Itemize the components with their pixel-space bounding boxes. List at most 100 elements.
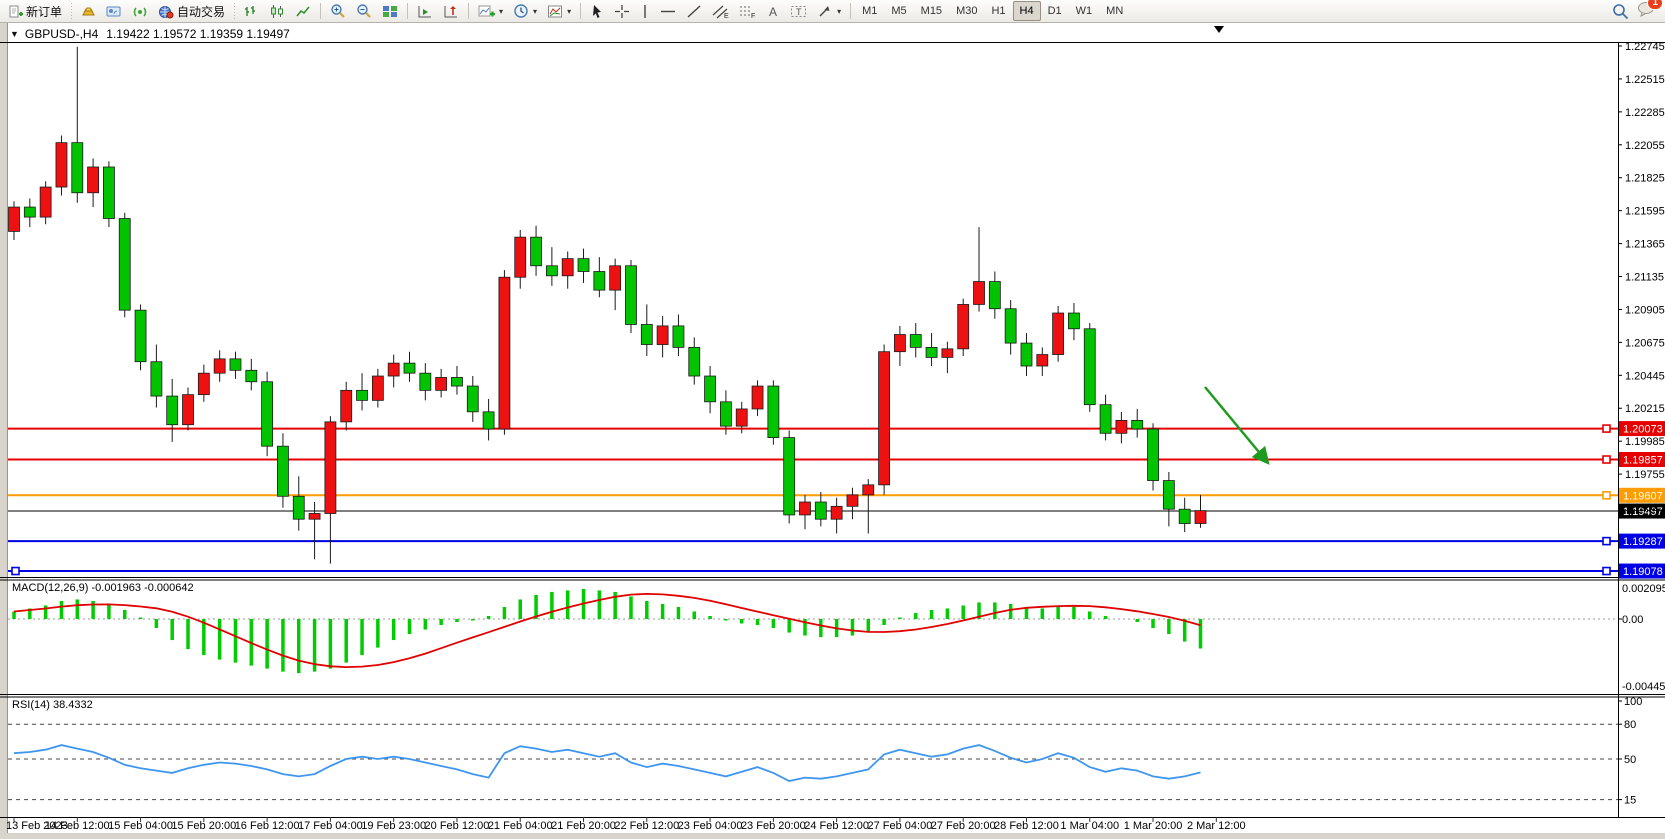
tab-d1[interactable]: D1 xyxy=(1047,5,1062,17)
svg-text:1.22055: 1.22055 xyxy=(1625,140,1665,152)
label-icon: T xyxy=(791,5,807,17)
fibonacci-button[interactable]: F xyxy=(734,0,761,22)
toolbar-separator xyxy=(407,3,409,19)
svg-text:1.21365: 1.21365 xyxy=(1625,239,1665,251)
svg-text:1.19287: 1.19287 xyxy=(1623,536,1663,548)
trendline-button[interactable] xyxy=(681,0,707,22)
svg-text:80: 80 xyxy=(1624,719,1636,731)
deposit-button[interactable] xyxy=(75,0,101,22)
chart-marker-triangle xyxy=(1214,26,1224,33)
hline-handle[interactable] xyxy=(1602,536,1611,546)
chart-shift-icon xyxy=(444,5,458,17)
svg-text:15 Feb 20:00: 15 Feb 20:00 xyxy=(171,820,236,832)
new-order-button[interactable]: 新订单 xyxy=(3,0,67,22)
cursor-icon xyxy=(593,4,602,18)
tile-windows-icon xyxy=(383,5,398,17)
svg-text:27 Feb 20:00: 27 Feb 20:00 xyxy=(931,820,996,832)
svg-text:1 Mar 04:00: 1 Mar 04:00 xyxy=(1060,820,1119,832)
auto-trading-button[interactable]: 自动交易 xyxy=(153,0,230,22)
toolbar-grip xyxy=(69,3,74,19)
tab-m15[interactable]: M15 xyxy=(920,5,943,17)
hline-handle[interactable] xyxy=(1602,424,1611,433)
templates-button[interactable]: ▾ xyxy=(542,0,576,22)
hline-handle[interactable] xyxy=(11,566,20,576)
svg-text:-0.004455: -0.004455 xyxy=(1622,681,1665,693)
globe-icon xyxy=(159,5,174,18)
signal-icon xyxy=(133,7,147,16)
text-label-button[interactable]: T xyxy=(785,0,812,22)
svg-text:17 Feb 04:00: 17 Feb 04:00 xyxy=(298,820,363,832)
auto-scroll-button[interactable] xyxy=(412,0,438,22)
candlestick-chart-button[interactable] xyxy=(264,0,290,22)
svg-text:1.22285: 1.22285 xyxy=(1625,107,1665,119)
notifications-button[interactable]: 1 xyxy=(1637,0,1663,22)
zoom-in-button[interactable] xyxy=(325,0,351,22)
search-icon[interactable] xyxy=(1612,3,1629,20)
trendline-icon xyxy=(687,4,701,18)
tab-h4[interactable]: H4 xyxy=(1012,1,1041,21)
tab-m1[interactable]: M1 xyxy=(862,5,878,17)
price-axis[interactable] xyxy=(1618,43,1665,817)
hline-handle[interactable] xyxy=(1602,566,1611,576)
svg-text:15 Feb 04:00: 15 Feb 04:00 xyxy=(108,820,173,832)
svg-text:A: A xyxy=(769,5,777,19)
tile-windows-button[interactable] xyxy=(377,0,403,22)
channel-button[interactable]: E xyxy=(707,0,734,22)
arrows-button[interactable]: ▾ xyxy=(812,0,846,22)
accounts-button[interactable] xyxy=(101,0,127,22)
tab-m5[interactable]: M5 xyxy=(891,5,907,17)
new-order-icon xyxy=(9,5,23,17)
bar-chart-button[interactable] xyxy=(238,0,264,22)
svg-text:23 Feb 04:00: 23 Feb 04:00 xyxy=(678,820,743,832)
arrows-icon xyxy=(819,5,830,16)
svg-text:23 Feb 20:00: 23 Feb 20:00 xyxy=(741,820,806,832)
chevron-down-icon: ▾ xyxy=(499,6,504,16)
svg-text:1.20073: 1.20073 xyxy=(1623,424,1663,436)
line-chart-button[interactable] xyxy=(290,0,316,22)
channel-icon: E xyxy=(712,5,729,19)
trend-arrow-annotation[interactable] xyxy=(1204,386,1270,465)
chart-dropdown-icon[interactable]: ▼ xyxy=(10,29,19,39)
auto-trading-label: 自动交易 xyxy=(177,4,226,19)
indicators-button[interactable]: ▾ xyxy=(473,0,508,22)
tab-m30[interactable]: M30 xyxy=(956,5,978,17)
svg-text:1.20905: 1.20905 xyxy=(1625,304,1665,316)
toolbar-separator xyxy=(580,3,582,19)
crosshair-button[interactable] xyxy=(609,0,635,22)
macd-signal-value: -0.000642 xyxy=(144,582,194,594)
svg-text:1.21135: 1.21135 xyxy=(1625,272,1664,284)
crosshair-icon xyxy=(615,4,630,18)
main-toolbar: 新订单 自动交易 ▾ ▾ xyxy=(0,0,1665,23)
text-button[interactable]: A xyxy=(761,0,785,22)
line-chart-icon xyxy=(296,6,310,16)
price-label-1.19497 xyxy=(1619,503,1665,519)
new-order-label: 新订单 xyxy=(26,4,63,19)
tab-w1[interactable]: W1 xyxy=(1075,5,1093,17)
svg-text:1.22515: 1.22515 xyxy=(1625,74,1665,86)
svg-text:0.002095: 0.002095 xyxy=(1622,583,1665,595)
vertical-line-button[interactable] xyxy=(635,0,655,22)
svg-text:1.20445: 1.20445 xyxy=(1625,370,1665,382)
horizontal-line-button[interactable] xyxy=(655,0,681,22)
svg-text:1.19525: 1.19525 xyxy=(1625,502,1665,514)
zoom-in-icon xyxy=(331,4,345,18)
accounts-icon xyxy=(106,6,121,16)
price-label-1.20073 xyxy=(1619,421,1665,437)
svg-text:1 Mar 20:00: 1 Mar 20:00 xyxy=(1124,820,1183,832)
tab-h1[interactable]: H1 xyxy=(991,5,1006,17)
svg-text:1.21595: 1.21595 xyxy=(1625,206,1665,218)
zoom-out-icon xyxy=(357,4,371,18)
templates-icon xyxy=(548,5,563,17)
periods-button[interactable]: ▾ xyxy=(508,0,542,22)
zoom-out-button[interactable] xyxy=(351,0,377,22)
hline-handle[interactable] xyxy=(1602,455,1611,464)
cursor-button[interactable] xyxy=(585,0,609,22)
tab-mn[interactable]: MN xyxy=(1106,5,1124,17)
time-axis[interactable] xyxy=(0,818,1618,833)
chart-shift-button[interactable] xyxy=(438,0,464,22)
svg-text:50: 50 xyxy=(1624,754,1636,766)
text-icon: A xyxy=(769,5,777,19)
signal-button[interactable] xyxy=(127,0,153,22)
hline-handle[interactable] xyxy=(1602,490,1611,500)
